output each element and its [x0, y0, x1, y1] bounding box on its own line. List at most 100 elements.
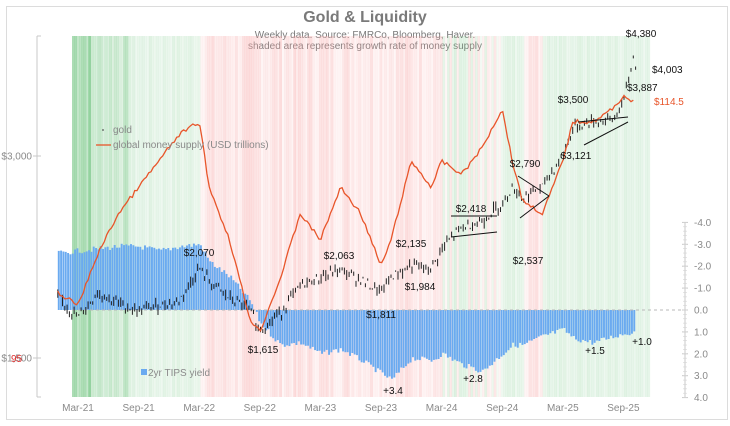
shade-stripe	[316, 36, 320, 397]
right-tick-label: 0.0	[694, 306, 708, 317]
tips-bar	[456, 310, 459, 362]
tips-bar	[167, 248, 170, 310]
shade-stripe	[535, 36, 539, 397]
tips-bar	[572, 310, 575, 336]
shade-stripe	[120, 36, 124, 397]
tips-bar	[88, 250, 91, 310]
shade-stripe	[99, 36, 103, 397]
shade-stripe	[211, 36, 215, 397]
tips-bar	[69, 254, 72, 310]
shade-stripe	[74, 36, 77, 397]
shade-stripe	[104, 36, 108, 397]
tips-bar	[74, 249, 77, 310]
tips-bar	[384, 310, 386, 376]
right-tick-label: 3.0	[694, 371, 708, 382]
tips-bar	[295, 310, 298, 345]
tips-bar	[353, 310, 356, 355]
tips-bar	[85, 251, 88, 310]
tips-bar	[577, 310, 580, 342]
shade-stripe	[239, 36, 243, 397]
tips-bar	[390, 310, 393, 379]
shade-stripe	[603, 36, 606, 397]
tips-bar	[199, 245, 202, 310]
tips-bar	[272, 310, 275, 339]
shade-stripe	[258, 36, 262, 397]
shade-stripe	[321, 36, 324, 397]
tips-bar	[409, 310, 412, 363]
right-tick-label: -4.0	[694, 218, 712, 229]
tips-bar	[407, 310, 410, 364]
tips-bar	[202, 251, 205, 310]
shade-stripe	[302, 36, 306, 397]
chart-subtitle-source: Weekly data. Source: FMRCo, Bloomberg, H…	[254, 30, 476, 41]
shade-stripe	[510, 36, 513, 397]
tips-bar	[237, 283, 240, 310]
shade-stripe	[631, 36, 634, 397]
tips-bar	[132, 245, 135, 310]
shade-stripe	[125, 36, 129, 397]
tips-bar	[435, 310, 438, 360]
tips-bar	[519, 310, 522, 343]
tips-bar	[144, 245, 146, 310]
shade-stripe	[549, 36, 553, 397]
shade-stripe	[600, 36, 604, 397]
tips-bar	[549, 310, 552, 334]
shade-stripe	[593, 36, 597, 397]
tips-bar	[216, 268, 219, 310]
shade-stripe	[377, 36, 380, 397]
shade-stripe	[200, 36, 203, 397]
shade-stripe	[162, 36, 166, 397]
x-tick-label: Mar-23	[305, 403, 337, 414]
shade-stripe	[624, 36, 627, 397]
shade-stripe	[160, 36, 164, 397]
shade-stripe	[612, 36, 616, 397]
tips-bar	[325, 310, 328, 350]
shade-stripe	[533, 36, 536, 397]
shade-stripe	[505, 36, 509, 397]
trendline	[583, 121, 629, 146]
tips-bar	[60, 250, 63, 310]
shade-stripe	[358, 36, 362, 397]
shade-stripe	[447, 36, 450, 397]
shade-stripe	[83, 36, 87, 397]
x-tick-label: Sep-25	[607, 403, 640, 414]
shade-stripe	[628, 36, 632, 397]
shade-stripe	[102, 36, 105, 397]
tips-bar	[323, 310, 326, 352]
shade-stripe	[572, 36, 576, 397]
tips-bar	[514, 310, 517, 347]
shade-stripe	[437, 36, 441, 397]
shade-stripe	[332, 36, 336, 397]
shade-stripe	[174, 36, 178, 397]
shade-stripe	[132, 36, 136, 397]
shade-stripe	[151, 36, 154, 397]
annotation-label: $3,887	[627, 83, 658, 94]
shade-stripe	[517, 36, 520, 397]
shade-stripe	[633, 36, 637, 397]
tips-bar	[495, 310, 498, 359]
tips-bar	[116, 247, 118, 310]
tips-bar	[463, 310, 466, 368]
tips-bar	[421, 310, 424, 357]
tips-bar	[416, 310, 419, 360]
shade-stripe	[81, 36, 84, 397]
shade-stripe	[642, 36, 646, 397]
tips-bar	[351, 310, 354, 353]
shade-stripe	[90, 36, 94, 397]
shade-stripe	[524, 36, 527, 397]
tips-bar	[596, 310, 598, 341]
tips-bar	[367, 310, 370, 363]
tips-bar	[304, 310, 307, 346]
shade-stripe	[113, 36, 117, 397]
right-tick-label: 4.0	[694, 393, 708, 404]
shade-stripe	[400, 36, 404, 397]
tips-bar	[225, 273, 228, 310]
shade-stripe	[577, 36, 581, 397]
shade-stripe	[134, 36, 138, 397]
tips-bar	[516, 310, 519, 348]
shade-stripe	[558, 36, 562, 397]
tips-bar	[97, 249, 100, 310]
tips-bar	[484, 310, 487, 369]
shade-stripe	[88, 36, 91, 397]
right-tick-label: -3.0	[694, 240, 712, 251]
